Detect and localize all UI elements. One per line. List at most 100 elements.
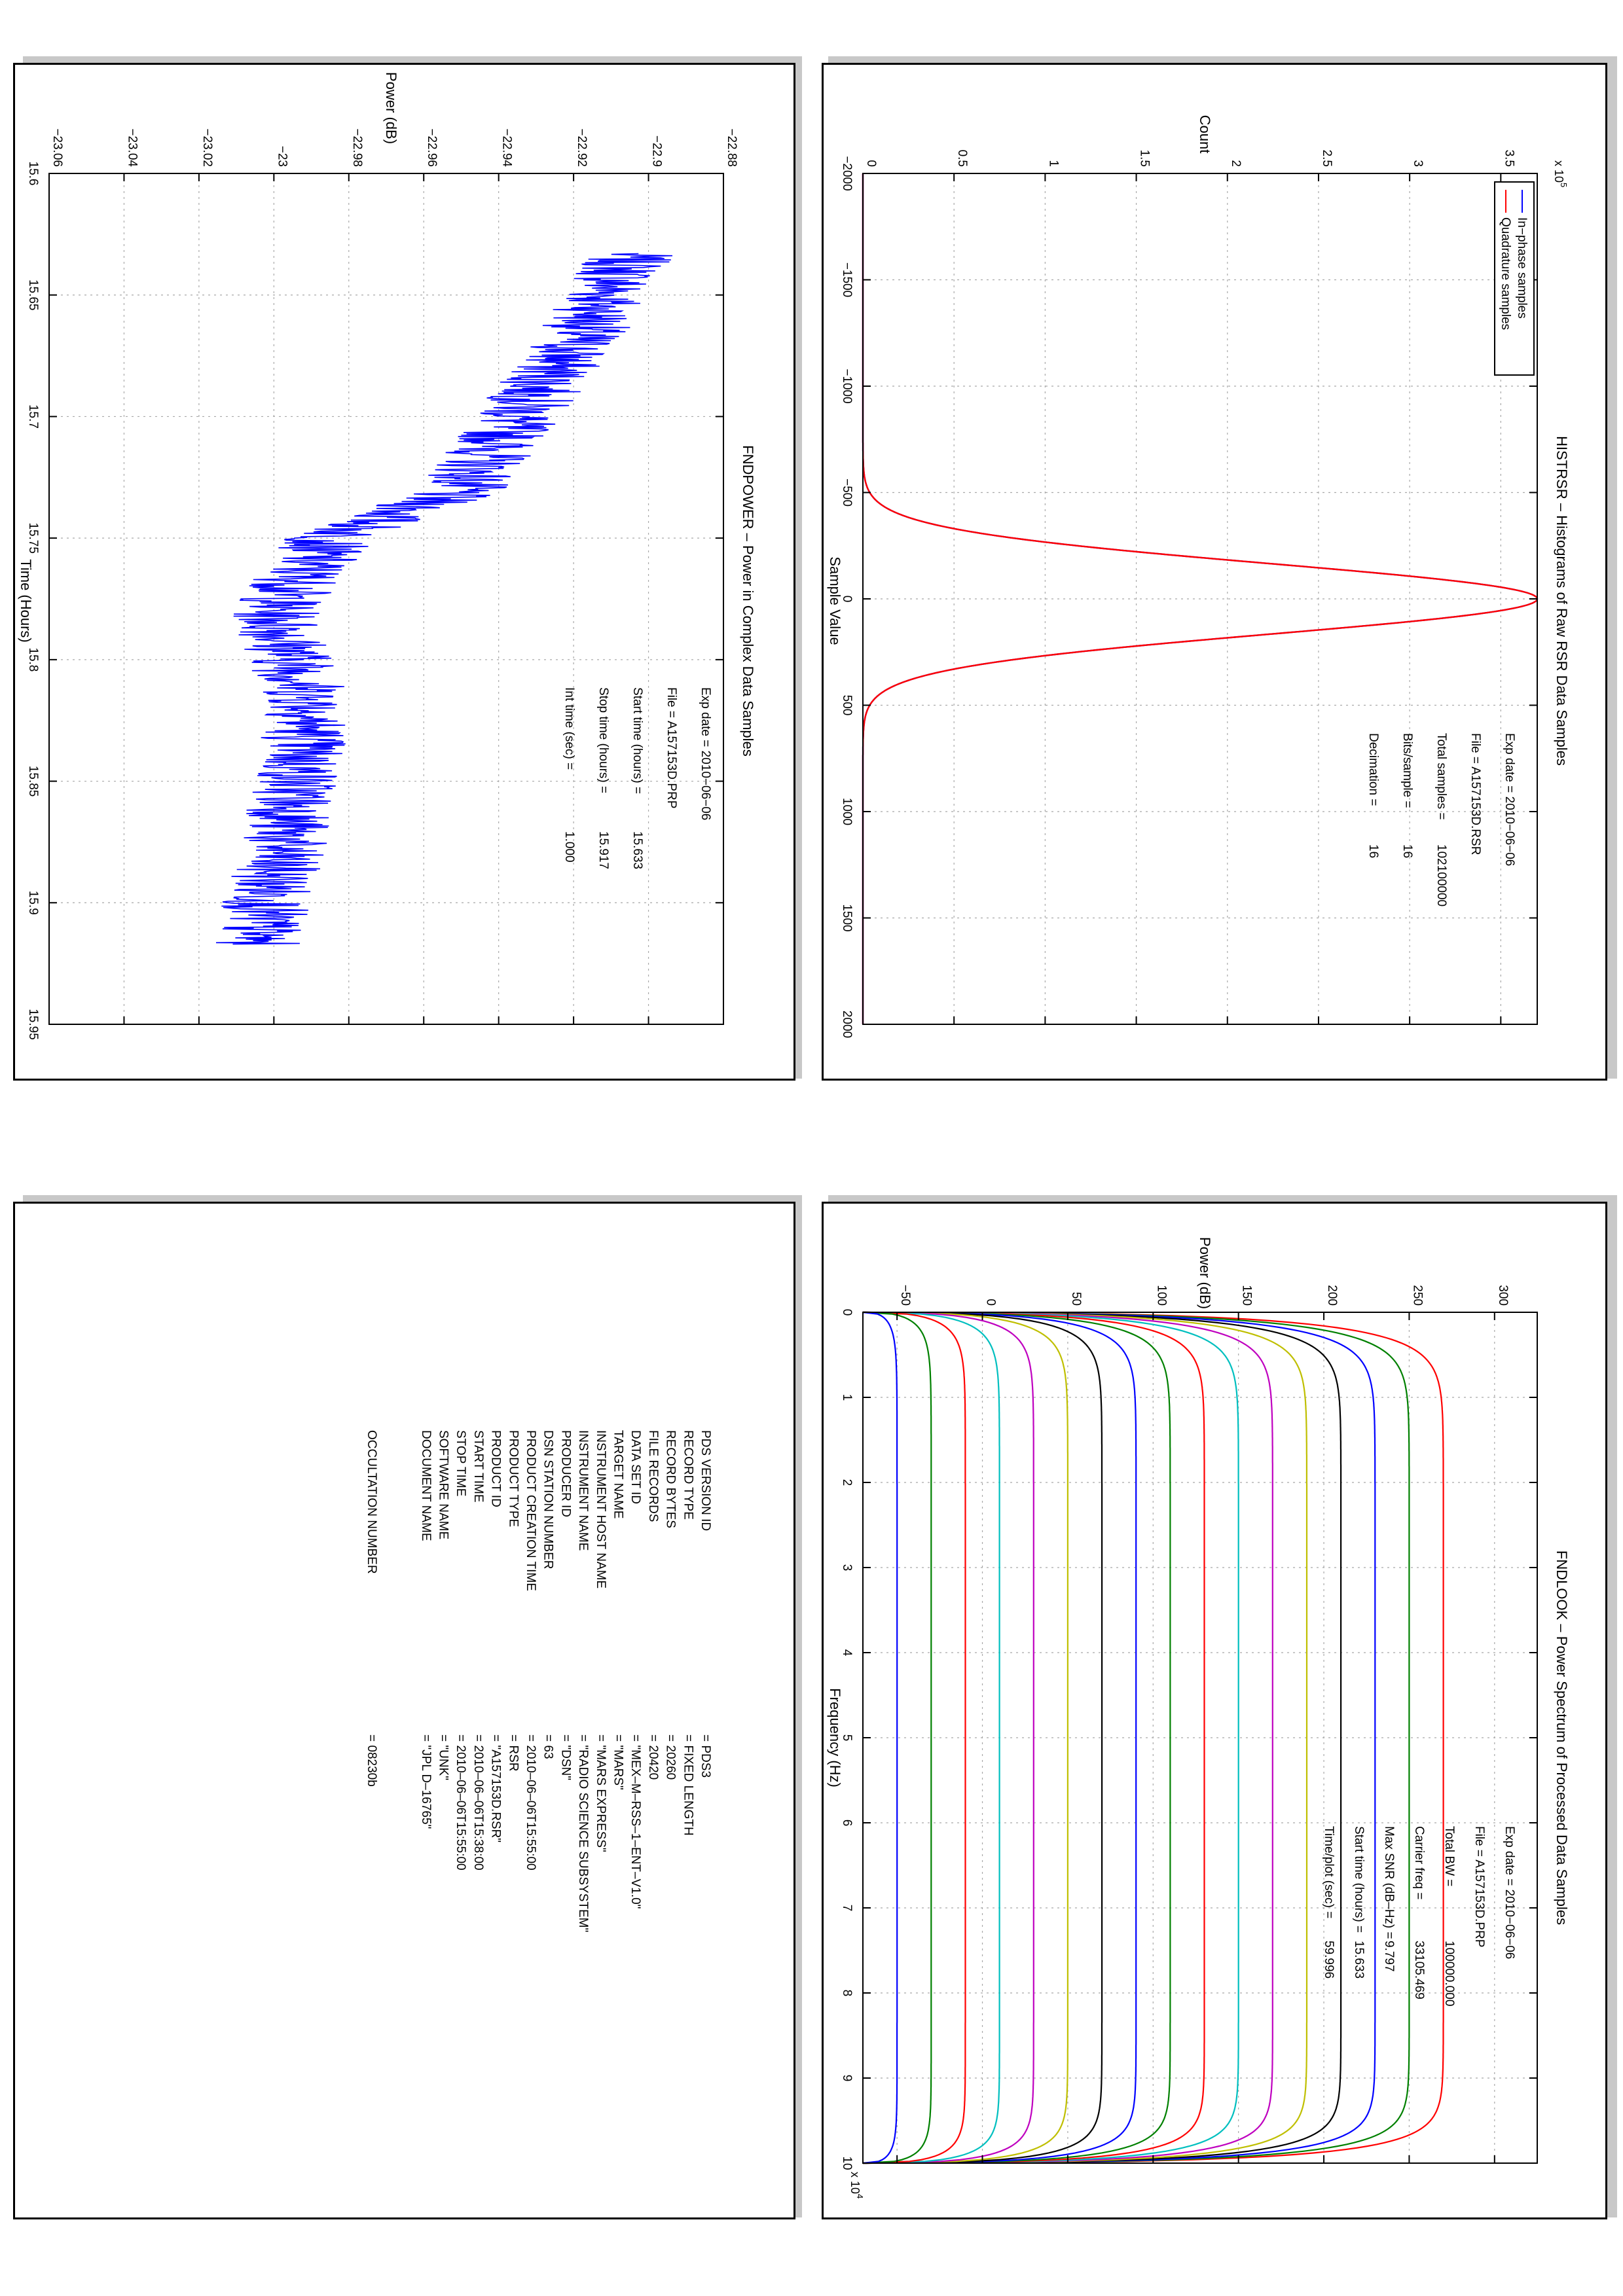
y-tick-label: −22.94 (500, 128, 514, 167)
label-key: TARGET NAME (611, 1430, 625, 1518)
label-value: = 2010–06–06T15:55:00 (524, 1734, 538, 1871)
y-tick-label: 150 (1240, 1285, 1254, 1306)
svg-text:x 10: x 10 (1552, 160, 1565, 183)
fndlook-x-exponent: x 10 4 (848, 2172, 865, 2198)
spectrum-line-2 (862, 1311, 1376, 2164)
annotation-label: Start time (hours) = (1352, 1826, 1366, 1933)
spectrum-line-6 (862, 1311, 1239, 2164)
y-tick-label: 1 (1046, 160, 1060, 167)
spectrum-line-15 (862, 1311, 932, 2164)
x-tick-label: 10 (840, 2156, 854, 2170)
y-tick-label: 3 (1411, 160, 1425, 167)
histrsr-ylabel: Count (1197, 115, 1213, 154)
x-tick-label: 15.6 (26, 162, 40, 186)
spectrum-line-0 (862, 1311, 1444, 2164)
label-value: = "DSN" (558, 1734, 572, 1780)
x-tick-label: 2000 (840, 1011, 854, 1038)
x-tick-label: 15.9 (26, 891, 40, 915)
y-tick-label: −22.98 (350, 128, 364, 167)
annotation-label: Total BW = (1442, 1826, 1456, 1886)
label-key: STOP TIME (454, 1430, 467, 1496)
spectrum-line-10 (862, 1311, 1103, 2164)
y-tick-label: −22.88 (725, 128, 739, 167)
fndlook-panel (822, 1202, 1607, 2219)
x-tick-label: 500 (840, 695, 854, 716)
y-tick-label: −22.9 (650, 135, 664, 167)
y-tick-label: −22.92 (575, 128, 589, 167)
x-tick-label: 9 (840, 2075, 854, 2082)
label-key: DATA SET ID (629, 1430, 642, 1504)
fndpower-title: FNDPOWER – Power in Complex Data Samples (740, 445, 756, 757)
label-value: = "RADIO SCIENCE SUBSYSTEM" (576, 1734, 590, 1932)
annotation-label: Exp date = 2010−06−06 (1503, 733, 1516, 866)
pds-label-table: PDS VERSION ID = PDS3 RECORD TYPE = FIXED L… (365, 1430, 712, 1932)
spectrum-line-13 (862, 1311, 1000, 2164)
y-tick-label: 250 (1410, 1285, 1424, 1306)
label-key: PRODUCER ID (558, 1430, 572, 1517)
fndpower-chart: 15.6 15.65 15.7 15.75 15.8 15.85 15.9 15.95 −23.… (18, 72, 756, 1040)
y-tick-label: 0 (984, 1299, 998, 1306)
annotation-label: Carrier freq = (1412, 1826, 1426, 1899)
label-value: = PDS3 (699, 1734, 712, 1778)
label-key: INSTRUMENT HOST NAME (594, 1430, 608, 1588)
label-value: = "MEX–M–RSS–1–ENT–V1.0" (629, 1734, 642, 1909)
annotation-value: 16 (1400, 844, 1414, 858)
annotation-value: 59.996 (1322, 1941, 1336, 1979)
annotation-label: Time/plot (sec) = (1322, 1826, 1336, 1918)
annotation-label: Start time (hours) = (630, 687, 644, 794)
x-tick-label: −500 (840, 478, 854, 507)
legend-label-inphase: In−phase samples (1515, 217, 1529, 319)
label-value: = "MARS EXPRESS" (594, 1734, 608, 1852)
x-tick-label: 1 (840, 1394, 854, 1401)
histrsr-y-exponent: x 10 5 (1552, 160, 1569, 187)
annotation-label: Total samples = (1434, 733, 1448, 820)
svg-text:x 10: x 10 (848, 2172, 862, 2194)
histrsr-legend: In−phase samples Quadrature samples (1494, 181, 1535, 376)
fndpower-xlabel: Time (Hours) (18, 559, 34, 643)
annotation-value: 9.797 (1382, 1941, 1396, 1972)
y-tick-label: −23.02 (200, 128, 214, 167)
y-tick-label: 2 (1229, 160, 1243, 167)
y-tick-label: 2.5 (1320, 150, 1334, 167)
label-value: = "UNK" (437, 1734, 450, 1780)
label-panel (13, 1202, 795, 2219)
spectrum-line-5 (862, 1311, 1273, 2164)
annotation-value: 33105.469 (1412, 1941, 1426, 2000)
label-key: PRODUCT TYPE (506, 1430, 520, 1527)
annotation-value: 15.633 (630, 831, 644, 869)
annotation-label: Bits/sample = (1400, 733, 1414, 808)
label-value: = 20420 (646, 1734, 660, 1780)
annotation-value: 15.633 (1352, 1941, 1366, 1979)
annotation-label: Exp date = 2010−06−06 (699, 687, 712, 820)
spectrum-line-11 (862, 1311, 1069, 2164)
label-key: PDS VERSION ID (699, 1430, 712, 1531)
x-tick-label: −1500 (840, 262, 854, 297)
x-tick-label: 15.75 (26, 522, 40, 554)
fndpower-panel (13, 63, 795, 1081)
y-tick-label: −22.96 (425, 128, 439, 167)
spectrum-line-1 (862, 1311, 1410, 2164)
annotation-value: 16 (1366, 844, 1380, 858)
y-tick-label: −50 (898, 1285, 912, 1306)
spectrum-line-14 (862, 1311, 966, 2164)
y-tick-label: 100 (1154, 1285, 1168, 1306)
y-tick-label: 3.5 (1502, 150, 1516, 167)
x-tick-label: 6 (840, 1820, 854, 1827)
label-key: INSTRUMENT NAME (576, 1430, 590, 1551)
fndpower-ylabel: Power (dB) (383, 72, 399, 144)
annotation-value: 102100000 (1434, 844, 1448, 906)
histrsr-chart: −2000 −1500 −1000 −500 0 500 1000 1500 2000 0 0.5 1… (827, 115, 1570, 1039)
x-tick-label: 15.95 (26, 1009, 40, 1040)
annotation-label: File = A157153D.RSR (1468, 733, 1482, 855)
label-key: DSN STATION NUMBER (541, 1430, 555, 1570)
y-tick-label: 200 (1325, 1285, 1339, 1306)
label-key-occultation: OCCULTATION NUMBER (365, 1430, 378, 1574)
annotation-label: Int time (sec) = (562, 687, 576, 770)
label-key: DOCUMENT NAME (419, 1430, 433, 1541)
histrsr-panel (822, 63, 1607, 1081)
x-tick-label: 0 (840, 1309, 854, 1316)
spectrum-line-9 (862, 1311, 1137, 2164)
x-tick-label: 2 (840, 1479, 854, 1486)
fndlook-xlabel: Frequency (Hz) (827, 1688, 843, 1787)
spectrum-line-12 (862, 1311, 1034, 2164)
